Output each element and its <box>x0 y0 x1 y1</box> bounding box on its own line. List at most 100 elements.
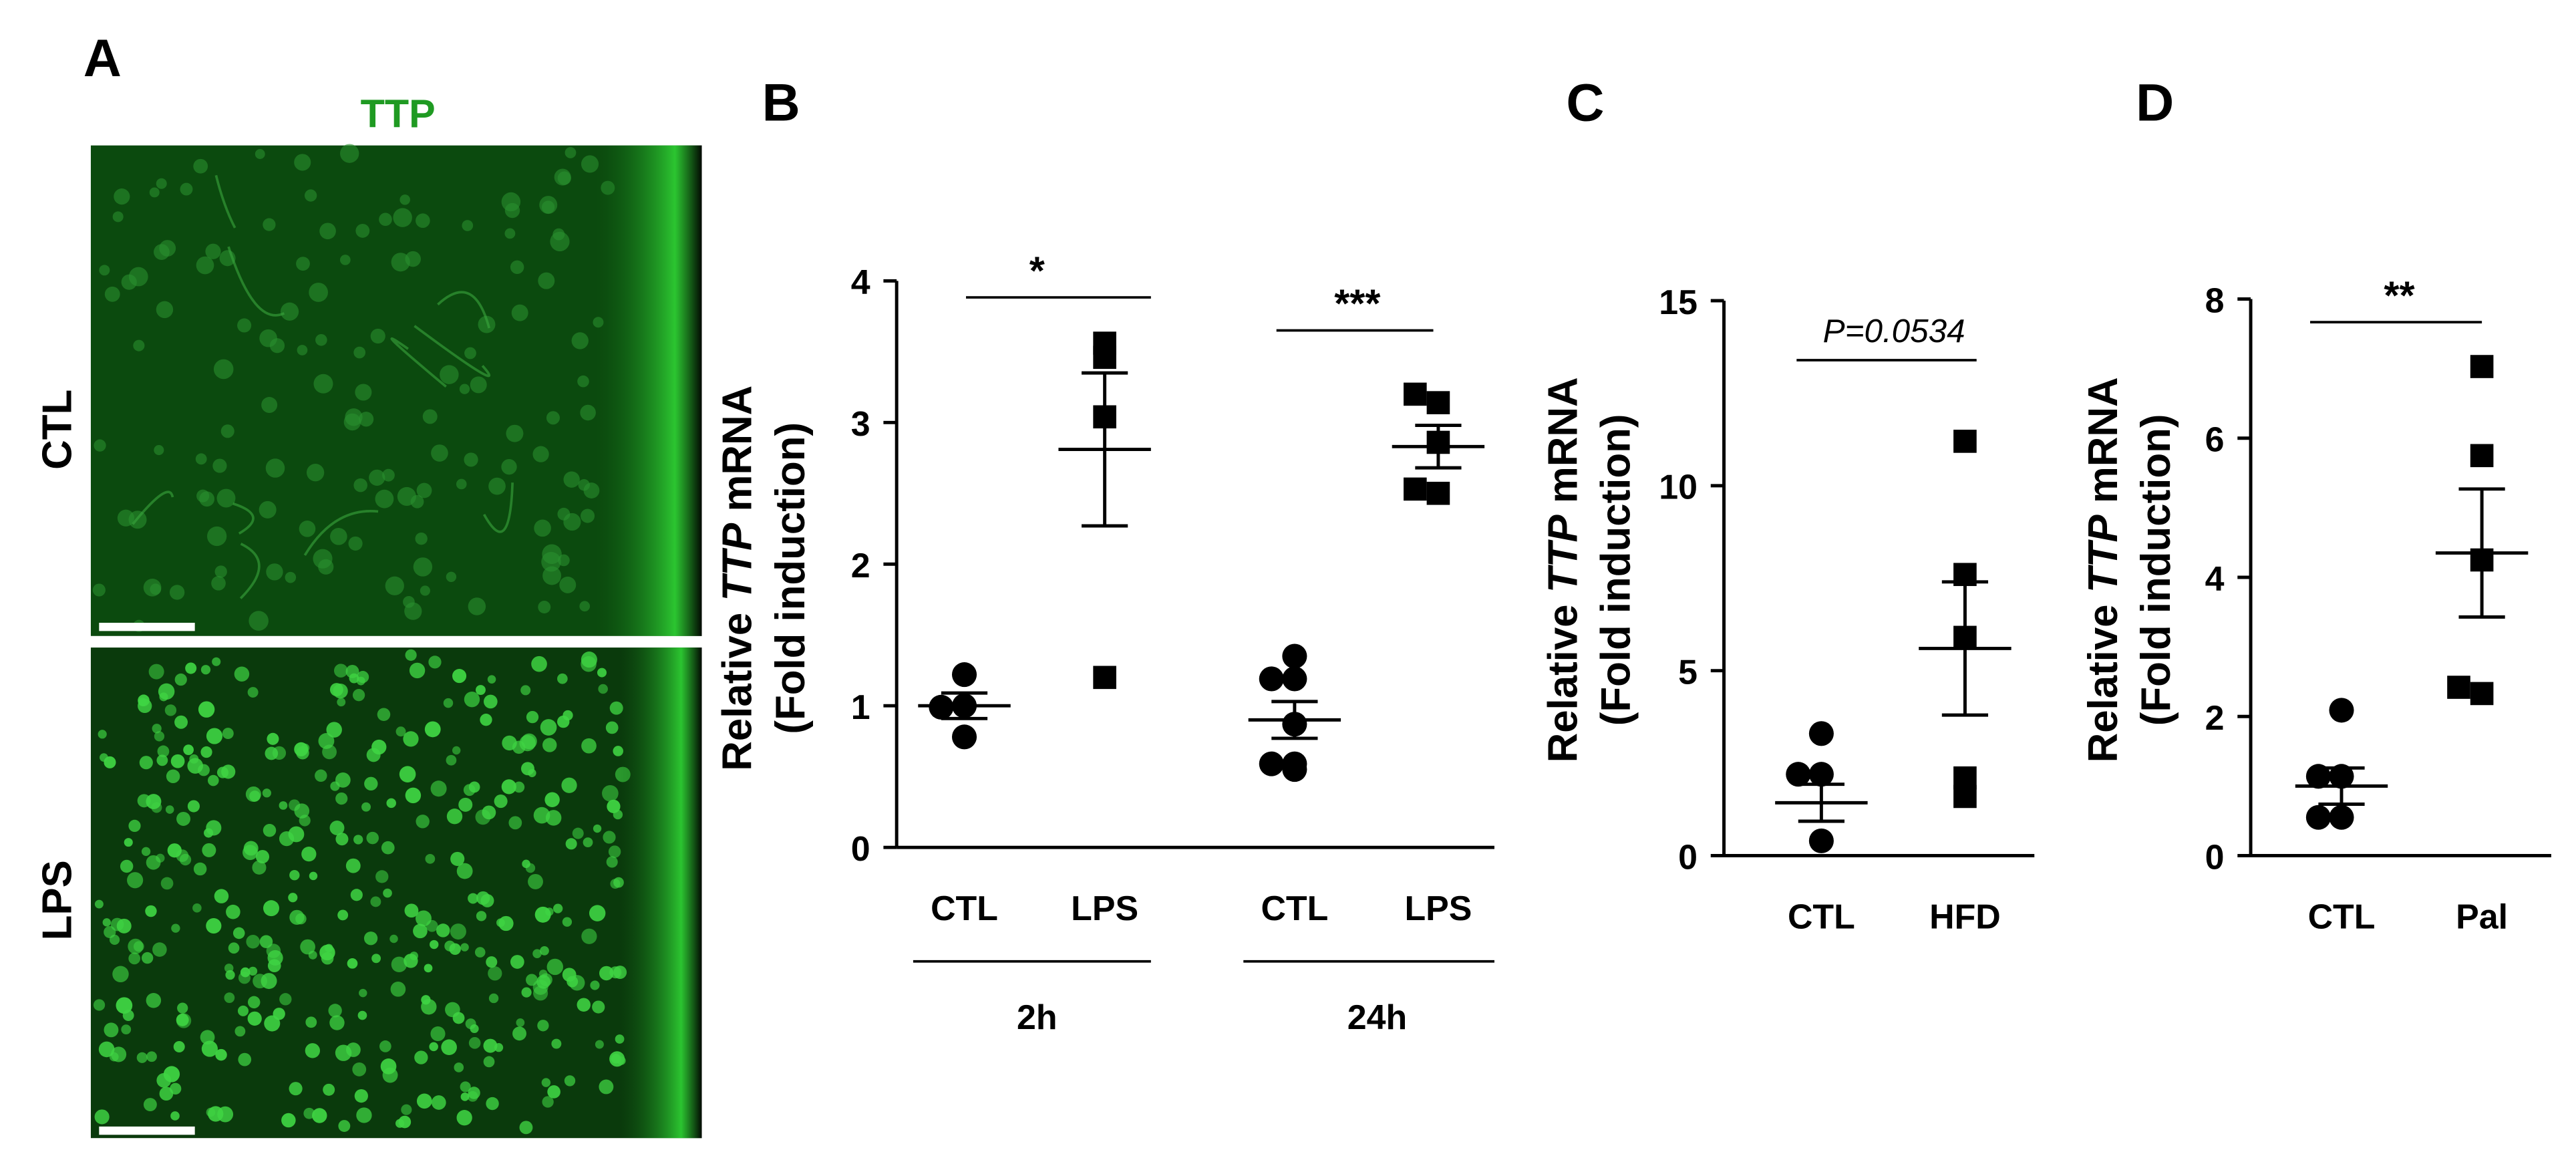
y-tick-label: 0 <box>851 829 870 868</box>
cell <box>174 673 187 686</box>
data-point <box>2447 676 2470 699</box>
cell <box>259 500 277 519</box>
cell <box>297 345 308 355</box>
data-point <box>2305 764 2331 789</box>
cell <box>299 521 316 537</box>
cell <box>528 873 543 889</box>
error-bar <box>1798 782 1844 823</box>
cell <box>526 710 539 724</box>
cell <box>409 662 426 679</box>
cell <box>262 788 271 798</box>
cell <box>413 557 433 577</box>
cell <box>169 585 185 600</box>
cell <box>383 888 392 898</box>
cell <box>176 849 189 862</box>
cell <box>542 566 562 585</box>
cell <box>380 1058 397 1074</box>
cell <box>354 1089 368 1103</box>
group-label: 24h <box>1347 998 1407 1036</box>
cell <box>196 489 210 502</box>
cell <box>458 797 473 812</box>
cell <box>476 891 490 905</box>
cell <box>355 223 370 238</box>
cell <box>468 893 479 904</box>
data-point <box>1282 757 1307 782</box>
cell <box>519 734 536 752</box>
cell <box>416 815 430 829</box>
y-tick-label: 2 <box>2205 698 2225 737</box>
cells-ctl <box>92 144 615 632</box>
y-axis-label-part: TTP <box>2080 515 2126 593</box>
cell <box>476 911 487 921</box>
cell <box>265 458 285 478</box>
data-point <box>951 724 977 750</box>
cell <box>510 260 524 275</box>
cell <box>482 805 496 820</box>
cell <box>222 728 234 740</box>
cell <box>202 843 216 857</box>
cell <box>149 187 160 198</box>
cell <box>146 1051 157 1062</box>
cell <box>141 847 151 856</box>
cell <box>279 993 292 1006</box>
cell <box>173 1041 185 1053</box>
cell <box>128 267 148 287</box>
data-point <box>951 662 977 688</box>
cell <box>581 738 597 754</box>
row-label: LPS <box>34 860 80 940</box>
cell <box>468 781 480 793</box>
cell <box>385 576 404 595</box>
error-bar <box>1941 580 1989 717</box>
cell <box>213 359 234 380</box>
cell <box>371 739 387 755</box>
cell <box>460 1081 471 1093</box>
cell <box>398 1115 412 1129</box>
cell <box>228 942 240 954</box>
cell <box>94 1109 110 1125</box>
cell <box>577 998 591 1012</box>
cell <box>467 1091 478 1102</box>
cell <box>608 845 621 858</box>
cell <box>337 698 346 707</box>
cell <box>348 536 363 551</box>
cell <box>309 283 328 302</box>
cell <box>506 424 524 442</box>
cell <box>416 482 432 498</box>
cell <box>470 1024 479 1034</box>
cell <box>156 1072 172 1088</box>
cell <box>501 459 517 475</box>
cell <box>583 837 593 848</box>
cell <box>391 253 410 272</box>
cell <box>375 870 389 883</box>
cell <box>382 468 395 482</box>
x-tick-label: CTL <box>1788 897 1855 935</box>
cell <box>593 824 602 833</box>
cell <box>111 1046 127 1062</box>
y-tick-label: 0 <box>1678 837 1698 876</box>
y-tick-label: 8 <box>2205 281 2225 319</box>
cell <box>399 194 410 205</box>
cell <box>215 1048 227 1061</box>
cell <box>322 744 337 760</box>
cell <box>160 877 174 890</box>
y-axis-label-part: mRNA <box>715 386 761 512</box>
cell <box>452 669 467 684</box>
process <box>390 337 447 388</box>
cell <box>156 178 167 189</box>
cell <box>556 715 570 728</box>
cell <box>185 662 197 674</box>
y-tick-label: 6 <box>2205 420 2225 459</box>
cell <box>511 304 528 321</box>
cell <box>143 1098 157 1111</box>
tissue-edge <box>619 647 702 1139</box>
cell <box>200 746 212 758</box>
cell <box>246 934 260 949</box>
cell <box>288 893 298 903</box>
cell <box>510 955 524 969</box>
x-tick-label: LPS <box>1404 889 1472 927</box>
cell <box>252 860 267 875</box>
cell <box>551 1038 562 1049</box>
cell <box>263 900 279 917</box>
cell <box>375 489 394 509</box>
cell <box>488 993 499 1004</box>
